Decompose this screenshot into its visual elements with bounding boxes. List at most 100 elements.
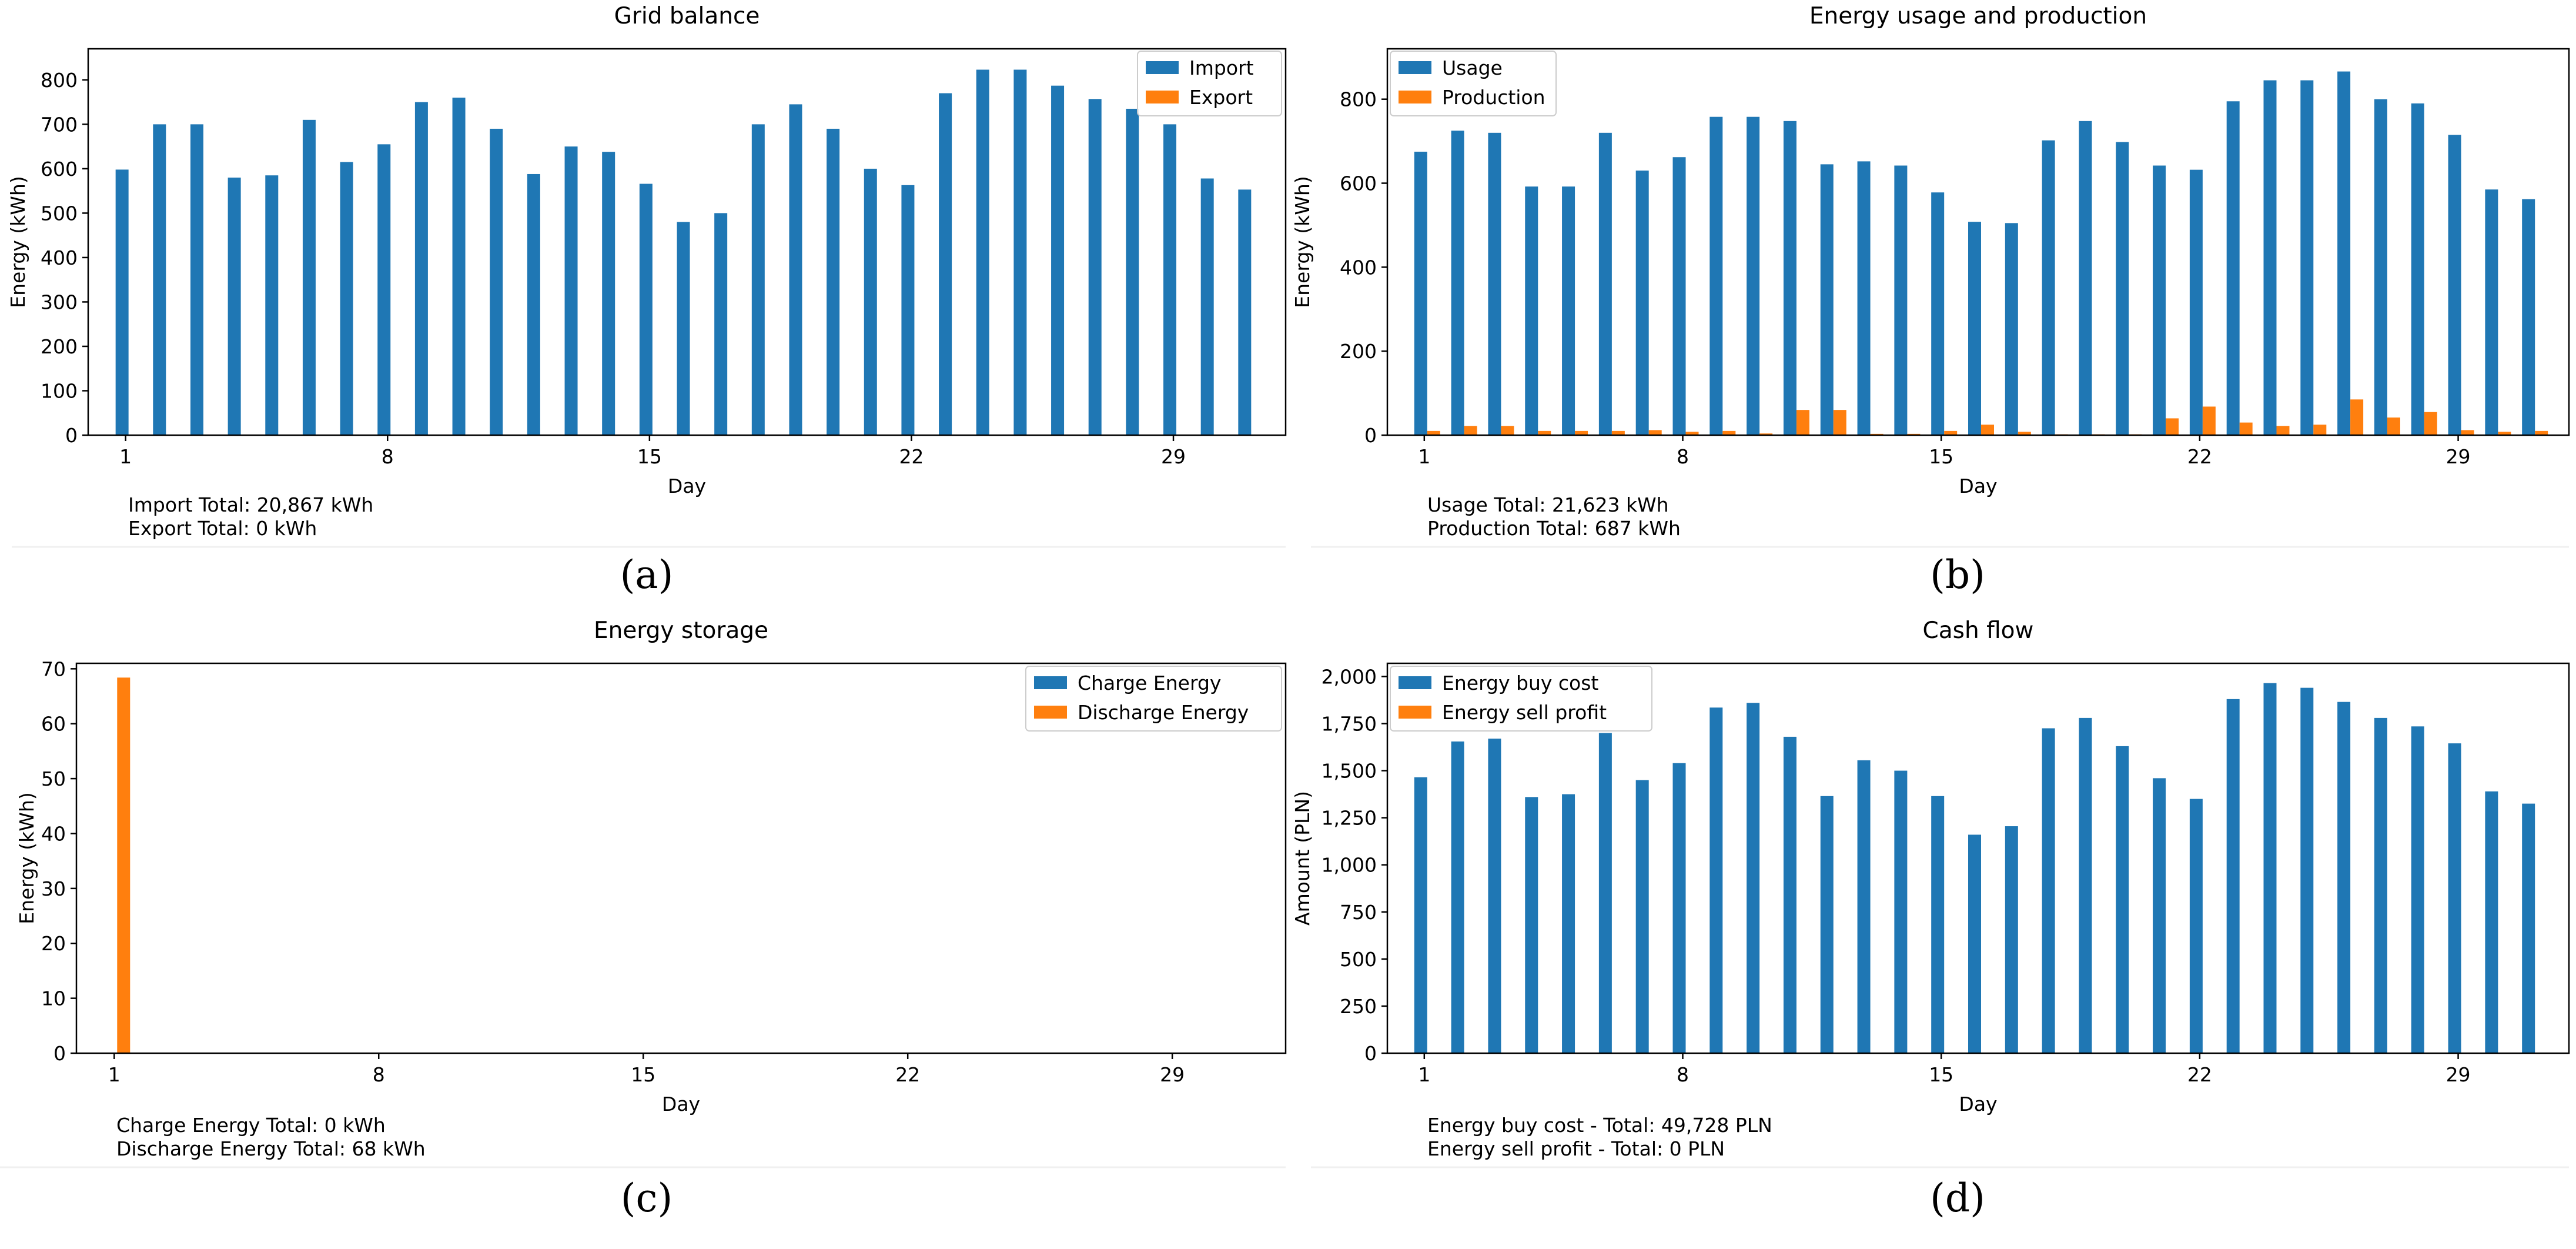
plot-frame [1386, 48, 2570, 436]
summary-line-2: Export Total: 0 kWh [128, 517, 317, 540]
bar-production-day-2 [1464, 426, 1477, 435]
legend-swatch-2 [1034, 706, 1067, 719]
bar-energy-buy-cost-day-20 [2116, 746, 2129, 1053]
bar-production-day-22 [2202, 406, 2216, 435]
bar-energy-buy-cost-day-9 [1709, 707, 1723, 1053]
bar-production-day-15 [1944, 430, 1958, 435]
bar-usage-day-29 [2448, 135, 2461, 436]
bar-energy-buy-cost-day-26 [2337, 702, 2351, 1053]
legend-box [1390, 666, 1652, 732]
chart-panel-d: Cash flow 0 250 500 750 1,000 1,250 1,500 1,750 2… [1291, 617, 2570, 1221]
bar-import-day-1 [115, 169, 129, 435]
bar-usage-day-4 [1525, 186, 1538, 435]
x-tick-label: 22 [2187, 1063, 2212, 1086]
x-tick-label: 8 [1677, 1063, 1689, 1086]
bar-energy-buy-cost-day-29 [2448, 743, 2461, 1053]
legend-swatch-1 [1034, 676, 1067, 689]
y-tick-label: 20 [41, 932, 66, 955]
legend-label-2: Energy sell profit [1442, 701, 1607, 724]
plot-frame [75, 662, 1287, 1054]
y-tick-label: 50 [41, 767, 66, 790]
y-tick-label: 2,000 [1322, 665, 1377, 688]
y-tick-label: 0 [1364, 1042, 1377, 1065]
legend-swatch-2 [1399, 91, 1431, 103]
summary-line-2: Production Total: 687 kWh [1427, 517, 1681, 540]
bar-production-day-3 [1501, 426, 1514, 435]
bar-usage-day-17 [2005, 223, 2018, 435]
bar-usage-day-31 [2522, 199, 2535, 435]
y-tick-label: 10 [41, 987, 66, 1010]
bar-usage-day-14 [1894, 165, 1908, 435]
x-axis-label: Day [1959, 1093, 1997, 1116]
y-tick-label: 300 [41, 290, 78, 313]
bar-energy-buy-cost-day-8 [1672, 763, 1686, 1053]
x-tick-label: 15 [1929, 1063, 1953, 1086]
panel-label: (c) [621, 1175, 673, 1221]
bar-production-day-29 [2461, 430, 2474, 435]
bar-usage-day-12 [1820, 164, 1834, 435]
panel-label: (b) [1930, 552, 1985, 597]
bar-import-day-5 [265, 175, 279, 435]
bar-usage-day-16 [1968, 222, 1981, 435]
bar-import-day-20 [827, 128, 840, 435]
chart-panel-b: Energy usage and production 0 200 400 600 800… [1291, 3, 2570, 597]
x-tick-label: 29 [2446, 445, 2471, 468]
x-tick-label: 1 [108, 1063, 121, 1086]
bar-usage-day-22 [2189, 169, 2203, 435]
bar-energy-buy-cost-day-19 [2079, 717, 2092, 1053]
y-tick-label: 500 [1340, 948, 1377, 971]
legend-label-2: Discharge Energy [1078, 701, 1249, 724]
legend-box [1390, 51, 1557, 116]
bar-import-day-14 [602, 152, 615, 435]
bar-energy-buy-cost-day-30 [2485, 791, 2498, 1053]
bar-usage-day-8 [1672, 157, 1686, 435]
y-tick-label: 70 [41, 657, 66, 680]
bar-production-day-26 [2350, 399, 2364, 435]
bar-usage-day-7 [1635, 171, 1649, 435]
x-tick-label: 15 [1929, 445, 1953, 468]
y-axis-label: Energy (kWh) [15, 792, 38, 924]
y-tick-label: 100 [41, 379, 78, 402]
bar-usage-day-25 [2300, 80, 2314, 435]
bar-production-day-11 [1796, 410, 1809, 435]
bar-import-day-19 [789, 104, 802, 435]
bar-usage-day-5 [1562, 186, 1575, 435]
bar-production-day-21 [2166, 418, 2179, 435]
x-tick-label: 8 [1677, 445, 1689, 468]
y-tick-label: 800 [1340, 88, 1377, 111]
chart-title: Energy storage [594, 617, 768, 644]
legend: Charge Energy Discharge Energy [1025, 666, 1282, 732]
legend-label-2: Export [1189, 86, 1253, 109]
legend-label-1: Charge Energy [1078, 672, 1221, 694]
summary-line-2: Energy sell profit - Total: 0 PLN [1427, 1137, 1725, 1160]
legend-swatch-2 [1399, 706, 1431, 719]
legend-swatch-1 [1399, 61, 1431, 74]
bar-production-day-5 [1575, 430, 1588, 435]
bar-import-day-28 [1126, 108, 1139, 436]
legend: Energy buy cost Energy sell profit [1390, 666, 1652, 732]
y-tick-label: 200 [1340, 340, 1377, 363]
summary-line-2: Discharge Energy Total: 68 kWh [116, 1137, 426, 1160]
bar-import-day-3 [190, 124, 203, 436]
chart-title: Energy usage and production [1809, 3, 2147, 29]
summary-line-1: Import Total: 20,867 kWh [128, 493, 373, 516]
bar-production-day-9 [1722, 430, 1736, 435]
y-tick-label: 0 [53, 1042, 66, 1065]
bar-import-day-11 [490, 128, 503, 435]
bar-import-day-23 [939, 93, 952, 436]
bar-production-day-16 [1981, 425, 1994, 435]
bar-energy-buy-cost-day-3 [1488, 739, 1501, 1053]
panel-label: (d) [1930, 1175, 1985, 1221]
bar-production-day-12 [1833, 410, 1846, 435]
bar-production-day-30 [2498, 432, 2511, 435]
legend-swatch-1 [1146, 61, 1179, 74]
bar-import-day-8 [377, 144, 391, 436]
y-tick-label: 250 [1340, 995, 1377, 1018]
bar-import-day-31 [1238, 189, 1252, 435]
y-tick-label: 500 [41, 202, 78, 225]
x-tick-label: 15 [637, 445, 662, 468]
bar-energy-buy-cost-day-18 [2042, 728, 2055, 1053]
y-axis-label: Energy (kWh) [1291, 176, 1314, 308]
bar-usage-day-9 [1709, 116, 1723, 435]
bar-production-day-8 [1685, 432, 1699, 435]
